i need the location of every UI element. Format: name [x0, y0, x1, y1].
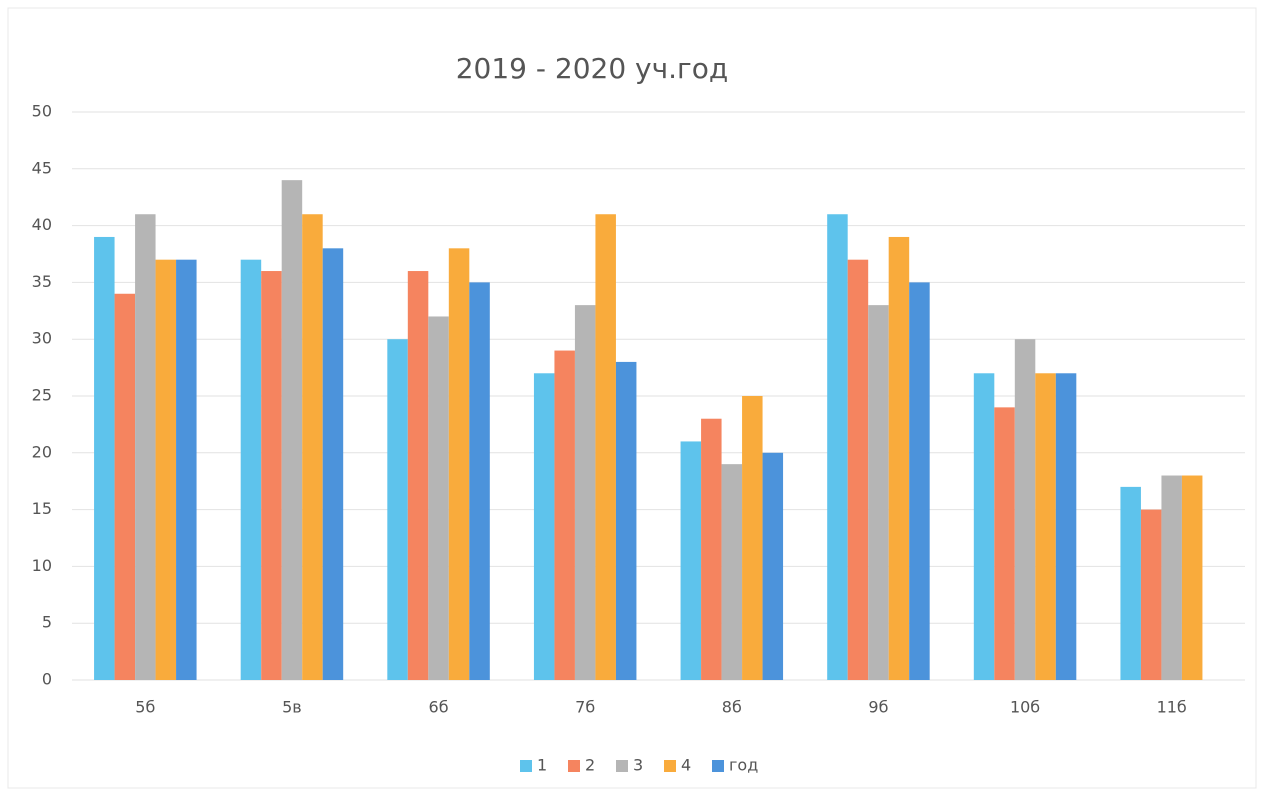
bar [554, 350, 575, 680]
x-tick-label: 7б [575, 698, 595, 717]
legend-swatch [520, 760, 532, 772]
bar [1035, 373, 1056, 680]
y-tick-label: 45 [32, 158, 52, 177]
bar [680, 441, 702, 680]
legend-swatch [664, 760, 676, 772]
bar [721, 464, 743, 680]
legend-label: год [729, 756, 758, 775]
y-tick-label: 0 [42, 670, 52, 689]
legend-label: 1 [537, 756, 547, 775]
bar [135, 214, 156, 681]
bar [322, 248, 344, 680]
bar [847, 259, 869, 680]
bar [1181, 475, 1203, 680]
bar [114, 293, 136, 680]
legend-swatch [568, 760, 580, 772]
y-tick-label: 35 [32, 272, 52, 291]
y-tick-label: 30 [32, 329, 52, 348]
legend-swatch [616, 760, 628, 772]
chart-title: 2019 - 2020 уч.год [456, 52, 729, 85]
bar [1120, 486, 1141, 680]
x-tick-label: 5б [135, 698, 155, 717]
x-tick-label: 8б [722, 698, 742, 717]
bar [742, 396, 763, 680]
legend-label: 3 [633, 756, 643, 775]
y-tick-label: 15 [32, 499, 52, 518]
y-tick-label: 40 [32, 215, 52, 234]
bar [909, 282, 930, 680]
bar [888, 236, 910, 680]
bar [574, 305, 596, 680]
legend-label: 4 [681, 756, 691, 775]
legend-label: 2 [585, 756, 595, 775]
bar [281, 180, 303, 680]
bar [762, 452, 784, 680]
bar [615, 361, 637, 680]
bar [302, 214, 323, 681]
bar [155, 259, 177, 680]
bar [994, 407, 1015, 680]
bar [407, 271, 429, 680]
bar [973, 373, 995, 680]
bar [94, 236, 115, 680]
x-tick-label: 6б [429, 698, 449, 717]
bar [595, 214, 616, 681]
bar [1161, 475, 1182, 680]
bar [448, 248, 470, 680]
bar [827, 214, 848, 681]
y-tick-label: 50 [32, 102, 52, 121]
bar [240, 259, 262, 680]
bar [1140, 509, 1162, 680]
bar [261, 271, 282, 680]
x-tick-label: 9б [868, 698, 888, 717]
bar [176, 259, 197, 680]
bar [533, 373, 555, 680]
bar [1055, 373, 1077, 680]
x-tick-label: 11б [1157, 698, 1187, 717]
legend-swatch [712, 760, 724, 772]
bar [387, 339, 408, 680]
y-tick-label: 25 [32, 386, 52, 405]
x-tick-label: 5в [282, 698, 302, 717]
y-tick-label: 20 [32, 442, 52, 461]
bar [1014, 339, 1036, 680]
x-tick-label: 10б [1010, 698, 1040, 717]
bar [868, 305, 889, 680]
bar [701, 418, 722, 680]
y-tick-label: 10 [32, 556, 52, 575]
y-tick-label: 5 [42, 613, 52, 632]
bar [469, 282, 490, 680]
bar [428, 316, 449, 680]
